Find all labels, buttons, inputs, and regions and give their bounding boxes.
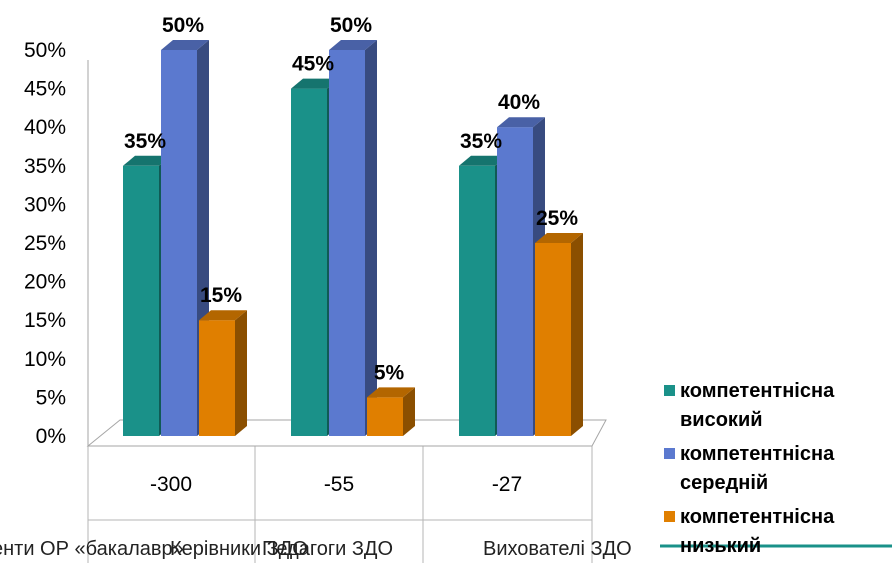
- y-tick-label: 20%: [24, 271, 66, 294]
- bar: [535, 233, 583, 436]
- data-label: 5%: [374, 361, 405, 384]
- bar-front: [459, 166, 495, 436]
- bar-side: [571, 233, 583, 436]
- data-label: 50%: [162, 14, 204, 37]
- category-caption: Педагоги ЗДО: [262, 538, 393, 560]
- category-caption: енти ОР «бакалавр»: [0, 538, 184, 560]
- bar: [367, 387, 415, 436]
- legend-label: високий: [680, 409, 763, 431]
- bar-side: [235, 310, 247, 436]
- legend-swatch: [664, 385, 675, 396]
- legend-swatch: [664, 511, 675, 522]
- legend-label: середній: [680, 472, 768, 494]
- category-captions-layer: енти ОР «бакалавр»Керівники ЗДОПедагоги …: [0, 538, 632, 560]
- category-labels-layer: -300 -55 -27: [150, 473, 522, 496]
- y-tick-label: 0%: [36, 425, 66, 448]
- bar-front: [161, 50, 197, 436]
- bar: [329, 40, 377, 436]
- legend-swatch: [664, 448, 675, 459]
- category-label: -55: [324, 473, 354, 496]
- bar-front: [123, 166, 159, 436]
- bar-front: [329, 50, 365, 436]
- y-tick-label: 40%: [24, 116, 66, 139]
- bar-front: [367, 397, 403, 436]
- y-tick-label: 10%: [24, 348, 66, 371]
- data-label: 45%: [292, 53, 334, 76]
- y-tick-label: 35%: [24, 155, 66, 178]
- category-label: -27: [492, 473, 522, 496]
- legend: компетентнісна високий компетентнісна серед…: [660, 380, 892, 557]
- data-label: 50%: [330, 14, 372, 37]
- legend-label: компетентнісна: [680, 380, 835, 402]
- bar-front: [535, 243, 571, 436]
- data-label: 25%: [536, 207, 578, 230]
- y-tick-label: 5%: [36, 386, 66, 409]
- y-tick-label: 15%: [24, 309, 66, 332]
- data-label: 35%: [460, 130, 502, 153]
- legend-label: низький: [680, 535, 761, 557]
- bar: [199, 310, 247, 436]
- bar-front: [291, 89, 327, 436]
- data-label: 15%: [200, 284, 242, 307]
- bar-front: [497, 127, 533, 436]
- y-tick-label: 45%: [24, 78, 66, 101]
- y-tick-label: 50%: [24, 39, 66, 62]
- y-tick-label: 30%: [24, 193, 66, 216]
- category-label: -300: [150, 473, 192, 496]
- bar-front: [199, 320, 235, 436]
- data-label: 40%: [498, 91, 540, 114]
- y-tick-label: 25%: [24, 232, 66, 255]
- category-caption: Вихователі ЗДО: [483, 538, 632, 560]
- data-label: 35%: [124, 130, 166, 153]
- legend-label: компетентнісна: [680, 506, 835, 528]
- y-axis: 0% 5% 10% 15% 20% 25% 30% 35% 40% 45% 50%: [24, 39, 88, 448]
- legend-label: компетентнісна: [680, 443, 835, 465]
